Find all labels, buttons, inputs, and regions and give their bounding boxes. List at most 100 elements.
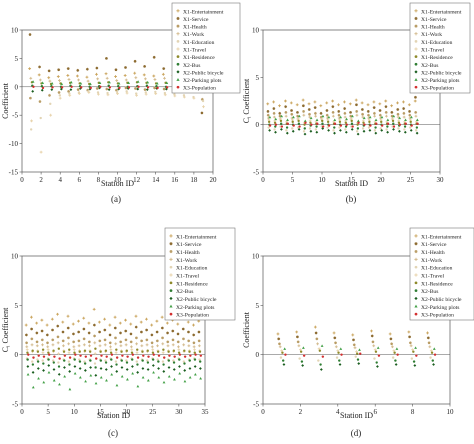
legend-marker (169, 242, 173, 246)
data-point (297, 119, 300, 123)
data-point (56, 341, 60, 345)
series-x2-public-bicycle (282, 362, 435, 371)
data-point (76, 88, 80, 92)
data-point (105, 76, 109, 80)
data-point (172, 349, 176, 352)
x-tick-label: 4 (336, 408, 340, 416)
y-tick-label: 5 (256, 302, 260, 310)
data-point (47, 69, 51, 73)
data-point (114, 75, 117, 78)
series-x1-residence (267, 119, 418, 126)
x-tick-label: 2 (299, 408, 303, 416)
data-point (317, 359, 320, 362)
data-point (116, 92, 119, 96)
legend-entry-label: X1-Travel (183, 48, 207, 54)
data-point (40, 318, 44, 322)
data-point (267, 120, 271, 124)
legend-entry-label: X1-Education (421, 266, 453, 272)
data-point (167, 366, 171, 369)
data-point (285, 126, 289, 129)
data-point (154, 92, 158, 96)
legend: X1-Entertainment X1-Service X1-HealthX1-Wo… (409, 2, 471, 94)
x-tick-label: 6 (373, 408, 377, 416)
data-point (338, 363, 342, 366)
data-point (284, 114, 288, 118)
legend-box (171, 2, 241, 94)
y-axis-label: Coefficient (242, 311, 251, 348)
data-point (53, 355, 56, 358)
data-point (426, 331, 429, 335)
data-point (72, 348, 76, 352)
data-point (77, 339, 81, 343)
data-point (150, 333, 154, 337)
data-point (325, 101, 329, 105)
x-tick-label: 20 (123, 408, 131, 416)
data-point (307, 102, 311, 106)
series-x1-entertainment (266, 98, 417, 108)
data-point (188, 367, 192, 370)
data-point (109, 348, 113, 352)
data-point (407, 330, 411, 334)
series-x3-population (284, 352, 437, 358)
data-point (415, 354, 418, 357)
data-point (24, 333, 28, 337)
legend-marker (169, 265, 173, 269)
series-x2-parking-plots (283, 344, 436, 351)
data-point (84, 379, 87, 383)
data-point (367, 113, 370, 117)
data-point (396, 108, 400, 111)
data-point (297, 122, 301, 125)
data-point (165, 86, 169, 89)
legend-marker (414, 289, 418, 292)
data-point (95, 357, 98, 360)
data-point (147, 355, 150, 358)
data-point (396, 115, 400, 119)
legend-entry-label: X1-Entertainment (421, 234, 462, 240)
data-point (99, 359, 103, 362)
data-point (110, 365, 113, 368)
data-point (385, 114, 388, 118)
legend-entry-label: X3-Population (421, 313, 454, 319)
data-point (166, 344, 170, 348)
data-point (274, 125, 277, 128)
data-point (48, 93, 51, 97)
data-point (339, 124, 343, 127)
data-point (277, 337, 281, 341)
legend-entry-label: X1-Education (421, 40, 453, 46)
data-point (296, 340, 300, 344)
data-point (410, 115, 413, 119)
data-point (126, 377, 129, 381)
data-point (338, 359, 341, 362)
data-point (100, 354, 103, 357)
data-point (309, 129, 313, 133)
x-tick-label: 15 (348, 176, 356, 184)
data-point (397, 121, 401, 124)
x-tick-label: 18 (190, 176, 198, 184)
data-point (92, 307, 96, 311)
data-point (292, 115, 295, 119)
y-tick-label: 5 (15, 302, 19, 310)
data-point (313, 100, 317, 104)
data-point (278, 342, 281, 346)
data-point (137, 85, 140, 88)
legend-entry-label: X2-Bus (421, 63, 438, 69)
y-tick-label: -5 (253, 401, 259, 409)
data-point (339, 347, 343, 350)
data-point (52, 368, 56, 371)
data-point (373, 357, 376, 360)
data-point (359, 352, 362, 355)
data-point (291, 127, 294, 130)
data-point (29, 76, 33, 80)
data-point (30, 119, 33, 123)
series-x1-travel (25, 348, 202, 356)
data-point (156, 86, 159, 90)
data-point (165, 81, 169, 84)
data-point (136, 87, 140, 91)
data-point (142, 73, 146, 77)
data-point (107, 84, 110, 87)
data-point (117, 87, 121, 91)
x-tick-label: 14 (152, 176, 160, 184)
data-point (26, 358, 29, 361)
data-point (337, 110, 341, 113)
